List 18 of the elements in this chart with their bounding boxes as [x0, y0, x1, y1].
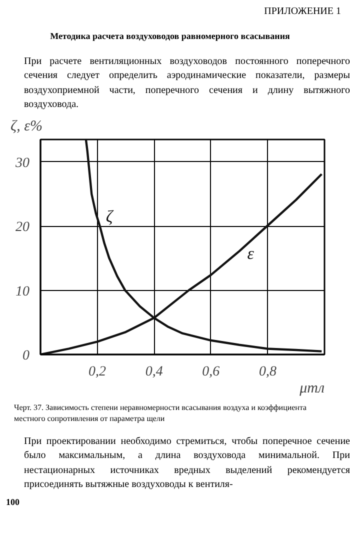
y-tick-label: 0	[22, 348, 30, 364]
x-tick-label: 0,8	[258, 364, 276, 380]
text: 100	[6, 496, 20, 509]
text: При проектировании необходимо стремиться, чтобы поперечное сечение было максимальным, а длина воздуховода минимальной. При нестационарных источниках вредных выделений рекомендуется присоединять вытяжные воздуховоды к вентиля-	[24, 435, 350, 492]
x-axis-title: μтл	[298, 380, 325, 396]
x-tick-label: 0,2	[88, 364, 106, 380]
text: ПРИЛОЖЕНИЕ 1	[264, 5, 341, 19]
x-tick-label: 0,6	[202, 364, 220, 380]
y-axis-title: ζ, ε%	[10, 118, 42, 134]
y-tick-label: 10	[16, 284, 30, 300]
chart-title: Методика расчета воздуховодов равномерного всасывания	[50, 30, 290, 43]
series-label: ζ	[106, 207, 114, 226]
text: Черт. 37. Зависимость степени неравномерности всасывания воздуха и коэффициента местного сопротивления от параметра щели	[14, 402, 308, 425]
chart-subtitle: При расчете вентиляционных воздуховодов постоянного поперечного сечения следует определить аэродинамические показатели, размеры воздухоприемной части, поперечного сечения и длину вытяжного воздуховода.	[24, 55, 350, 112]
y-tick-label: 20	[16, 220, 30, 236]
y-tick-label: 30	[14, 156, 30, 171]
x-tick-label: 0,4	[145, 364, 163, 380]
series-label: ε	[247, 244, 254, 264]
